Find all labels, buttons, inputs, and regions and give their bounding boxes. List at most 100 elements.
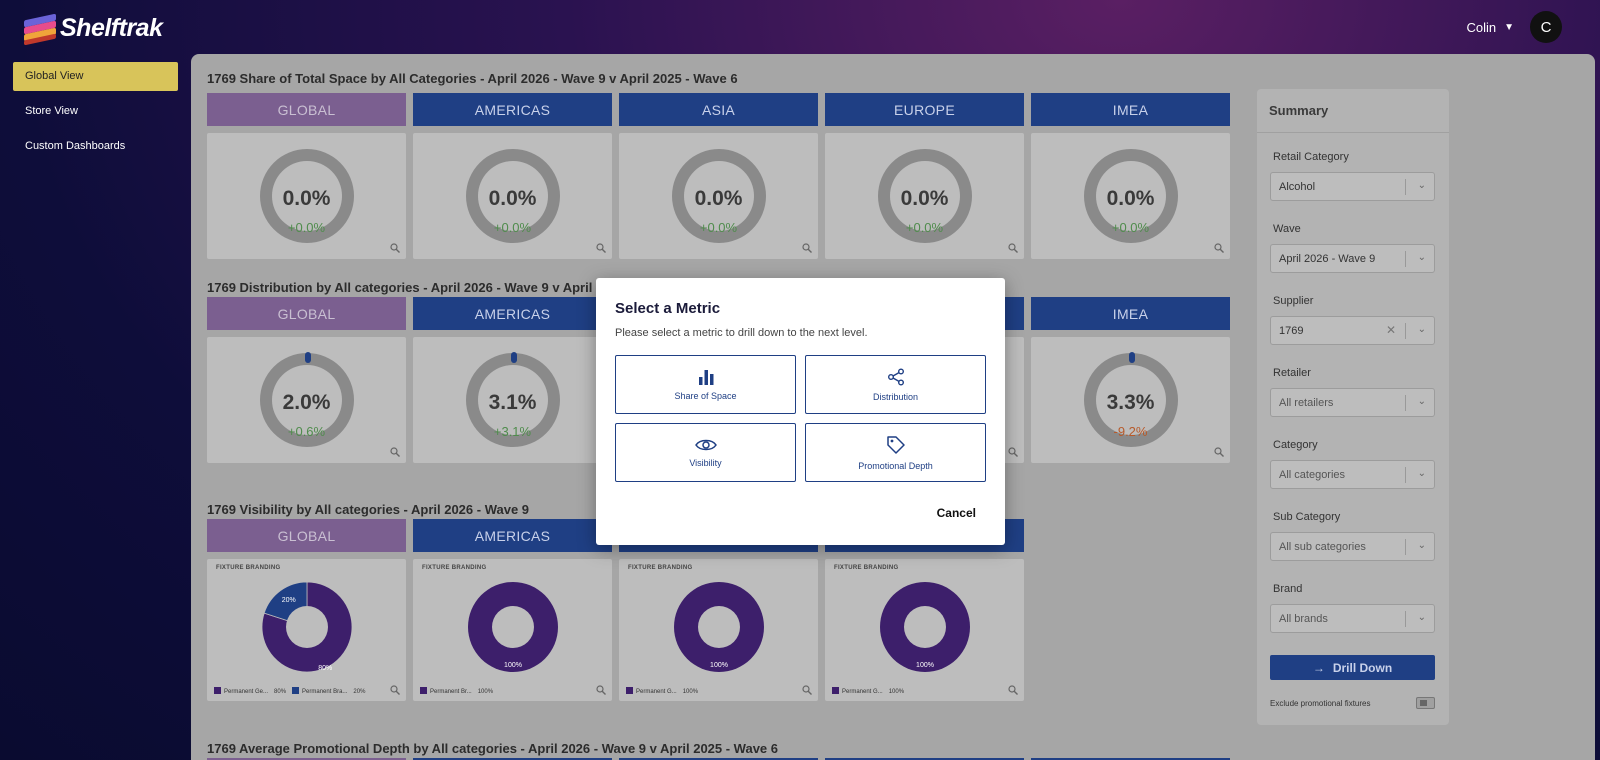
zoom-icon[interactable] bbox=[1214, 447, 1224, 457]
sidebar-item-global-view[interactable]: Global View bbox=[13, 62, 178, 91]
brand-value: All brands bbox=[1279, 613, 1328, 625]
zoom-icon[interactable] bbox=[390, 243, 400, 253]
share-card-asia[interactable]: 0.0% +0.0% bbox=[619, 133, 818, 259]
visibility-region-americas[interactable]: AMERICAS bbox=[413, 519, 612, 552]
metric-change: +0.0% bbox=[1111, 220, 1150, 235]
chevron-down-icon[interactable]: ⌄ bbox=[1417, 252, 1426, 263]
zoom-icon[interactable] bbox=[802, 685, 812, 695]
pie-slice-label: 20% bbox=[281, 597, 295, 604]
logo[interactable]: Shelftrak bbox=[24, 13, 163, 45]
sidebar-item-store-view[interactable]: Store View bbox=[25, 105, 78, 117]
metric-option-share-of-space[interactable]: Share of Space bbox=[615, 355, 796, 414]
share-region-global[interactable]: GLOBAL bbox=[207, 93, 406, 126]
promo-region-americas[interactable] bbox=[413, 758, 612, 760]
gauge-marker bbox=[1128, 352, 1135, 363]
drill-down-label: Drill Down bbox=[1332, 660, 1393, 675]
sub-category-label: Sub Category bbox=[1273, 511, 1341, 523]
wave-select[interactable]: April 2026 - Wave 9 ⌄ bbox=[1270, 244, 1435, 273]
chevron-down-icon[interactable]: ⌄ bbox=[1417, 396, 1426, 407]
user-name[interactable]: Colin bbox=[1466, 19, 1497, 35]
cancel-button[interactable]: Cancel bbox=[936, 506, 976, 520]
legend-item[interactable]: Permanent Ge... 80% bbox=[214, 687, 286, 695]
brand-select[interactable]: All brands ⌄ bbox=[1270, 604, 1435, 633]
donut-hole bbox=[285, 606, 328, 648]
chevron-down-icon[interactable]: ⌄ bbox=[1417, 612, 1426, 623]
donut-gauge: 3.1% +3.1% bbox=[465, 352, 560, 447]
avatar[interactable]: C bbox=[1530, 11, 1562, 43]
chevron-down-icon[interactable]: ⌄ bbox=[1417, 468, 1426, 479]
exclude-promo-toggle[interactable] bbox=[1416, 697, 1435, 709]
visibility-region-global[interactable]: GLOBAL bbox=[207, 519, 406, 552]
donut-gauge: 0.0% +0.0% bbox=[671, 149, 766, 243]
legend-item[interactable]: Permanent G... 100% bbox=[832, 687, 904, 695]
clear-icon[interactable]: ✕ bbox=[1385, 323, 1396, 337]
distribution-region-americas[interactable]: AMERICAS bbox=[413, 297, 612, 330]
zoom-icon[interactable] bbox=[1008, 243, 1018, 253]
visibility-card-americas[interactable]: FIXTURE BRANDING 100% Permanent Br... 100% bbox=[413, 559, 612, 701]
select-separator bbox=[1405, 395, 1406, 411]
visibility-section-title: 1769 Visibility by All categories - Apri… bbox=[207, 502, 530, 517]
sub-category-select[interactable]: All sub categories ⌄ bbox=[1270, 532, 1435, 561]
promo-region-global[interactable] bbox=[207, 758, 406, 760]
zoom-icon[interactable] bbox=[390, 447, 400, 457]
metric-change: +0.0% bbox=[493, 220, 532, 235]
zoom-icon[interactable] bbox=[1214, 243, 1224, 253]
category-select[interactable]: All categories ⌄ bbox=[1270, 460, 1435, 489]
legend-item[interactable]: Permanent Bra... 20% bbox=[292, 687, 365, 695]
share-region-europe[interactable]: EUROPE bbox=[825, 93, 1024, 126]
distribution-region-global[interactable]: GLOBAL bbox=[207, 297, 406, 330]
legend-item[interactable]: Permanent G... 100% bbox=[626, 687, 698, 695]
visibility-card-europe[interactable]: FIXTURE BRANDING 100% Permanent G... 100% bbox=[825, 559, 1024, 701]
zoom-icon[interactable] bbox=[596, 685, 606, 695]
metric-option-distribution[interactable]: Distribution bbox=[805, 355, 986, 414]
zoom-icon[interactable] bbox=[390, 685, 400, 695]
drill-down-button[interactable]: → Drill Down bbox=[1270, 655, 1435, 680]
promo-region-imea[interactable] bbox=[1031, 758, 1230, 760]
promo-region-asia[interactable] bbox=[619, 758, 818, 760]
arrow-right-icon: → bbox=[1312, 660, 1325, 675]
promo-region-europe[interactable] bbox=[825, 758, 1024, 760]
metric-value: 0.0% bbox=[488, 187, 537, 210]
zoom-icon[interactable] bbox=[1008, 685, 1018, 695]
legend-item[interactable]: Permanent Br... 100% bbox=[420, 687, 493, 695]
share-card-americas[interactable]: 0.0% +0.0% bbox=[413, 133, 612, 259]
share-card-imea[interactable]: 0.0% +0.0% bbox=[1031, 133, 1230, 259]
metric-option-visibility[interactable]: Visibility bbox=[615, 423, 796, 482]
supplier-select[interactable]: 1769 ✕ ⌄ bbox=[1270, 316, 1435, 345]
visibility-card-global[interactable]: FIXTURE BRANDING 80% 20% Permanent Ge... 80%… bbox=[207, 559, 406, 701]
share-card-global[interactable]: 0.0% +0.0% bbox=[207, 133, 406, 259]
metric-change: +0.6% bbox=[287, 424, 326, 439]
zoom-icon[interactable] bbox=[596, 243, 606, 253]
share-region-americas[interactable]: AMERICAS bbox=[413, 93, 612, 126]
pie-slice-label: 100% bbox=[916, 662, 934, 669]
chevron-down-icon[interactable]: ⌄ bbox=[1417, 324, 1426, 335]
visibility-card-asia[interactable]: FIXTURE BRANDING 100% Permanent G... 100% bbox=[619, 559, 818, 701]
supplier-value: 1769 bbox=[1279, 325, 1304, 337]
chevron-down-icon[interactable]: ▼ bbox=[1504, 21, 1514, 33]
zoom-icon[interactable] bbox=[802, 243, 812, 253]
chart-legend: Permanent Ge... 80% Permanent Bra... 20% bbox=[214, 687, 365, 695]
retailer-select[interactable]: All retailers ⌄ bbox=[1270, 388, 1435, 417]
share-card-europe[interactable]: 0.0% +0.0% bbox=[825, 133, 1024, 259]
fixture-branding-label: FIXTURE BRANDING bbox=[216, 565, 281, 571]
summary-title: Summary bbox=[1257, 89, 1449, 133]
sidebar-item-custom-dashboards[interactable]: Custom Dashboards bbox=[25, 140, 126, 152]
share-region-asia[interactable]: ASIA bbox=[619, 93, 818, 126]
tag-icon bbox=[886, 435, 905, 454]
distribution-card-americas[interactable]: 3.1% +3.1% bbox=[413, 337, 612, 463]
donut-gauge: 0.0% +0.0% bbox=[877, 149, 972, 243]
retail-category-select[interactable]: Alcohol ⌄ bbox=[1270, 172, 1435, 201]
user-menu[interactable]: Colin ▼ C bbox=[1466, 11, 1562, 43]
chevron-down-icon[interactable]: ⌄ bbox=[1417, 180, 1426, 191]
category-value: All categories bbox=[1279, 469, 1346, 481]
modal-subtitle: Please select a metric to drill down to … bbox=[615, 327, 868, 339]
share-region-imea[interactable]: IMEA bbox=[1031, 93, 1230, 126]
distribution-card-global[interactable]: 2.0% +0.6% bbox=[207, 337, 406, 463]
metric-option-promotional-depth[interactable]: Promotional Depth bbox=[805, 423, 986, 482]
select-separator bbox=[1405, 179, 1406, 195]
chart-legend: Permanent G... 100% bbox=[626, 687, 698, 695]
zoom-icon[interactable] bbox=[1008, 447, 1018, 457]
chevron-down-icon[interactable]: ⌄ bbox=[1417, 540, 1426, 551]
distribution-region-imea[interactable]: IMEA bbox=[1031, 297, 1230, 330]
distribution-card-imea[interactable]: 3.3% -9.2% bbox=[1031, 337, 1230, 463]
